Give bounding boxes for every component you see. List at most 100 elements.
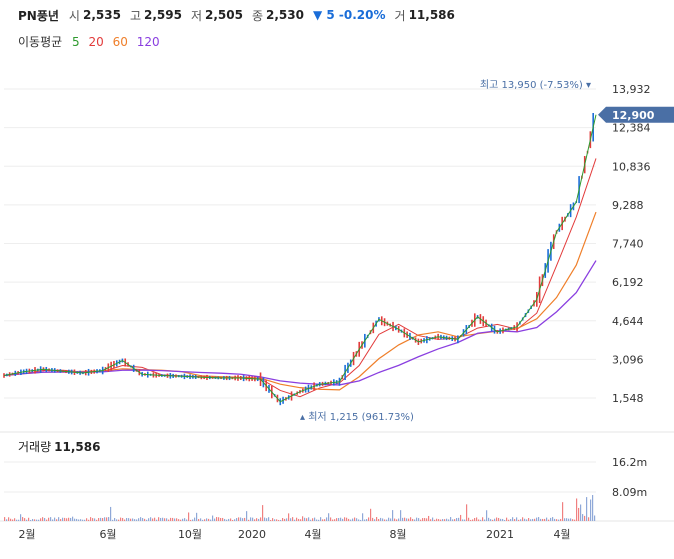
volume-bar [154,517,156,521]
ma-60[interactable]: 60 [112,35,128,49]
volume-bar [354,517,356,521]
volume-bar [6,519,8,521]
volume-bar [412,518,414,521]
volume-bar [380,517,382,521]
current-price-badge-shape [598,106,674,123]
volume-bar [520,519,522,521]
volume-bar [562,502,564,521]
volume-bar [324,519,326,521]
current-price-badge-label: 12,900 [612,109,655,122]
volume-bar [584,515,586,521]
volume-bar [338,518,340,521]
volume-bar [248,519,250,521]
volume-bar [152,518,154,521]
volume-bar [146,519,148,521]
volume-bar [306,518,308,521]
x-tick-label: 4월 [304,528,321,541]
volume-bar [560,518,562,521]
volume-bar [148,518,150,521]
volume-bar [522,517,524,521]
volume-bar [370,508,372,521]
volume-bar [564,518,566,521]
volume-bar [472,519,474,521]
volume-bar [334,519,336,521]
volume-bar [484,519,486,521]
volume-bar [490,519,492,521]
volume-bar [342,518,344,521]
volume-bar [124,519,126,521]
volume-bar [106,517,108,521]
y-tick-label: 7,740 [612,238,644,251]
volume-bar [358,519,360,521]
ma-120[interactable]: 120 [136,35,160,49]
volume-bar [96,519,98,521]
volume-bar [62,517,64,521]
volume-bar [256,518,258,521]
volume-bar [20,514,22,521]
volume-bar [32,518,34,521]
volume-bar [332,519,334,521]
volume-bar [480,519,482,521]
volume-bar [204,519,206,521]
volume-bar [464,519,466,521]
volume-bar [276,519,278,521]
volume-bar [202,519,204,521]
volume-panel-label: 거래량 11,586 [18,438,100,455]
ma120-line [3,260,597,386]
volume-bar [432,517,434,521]
volume-bar [66,518,68,521]
volume-bar [250,517,252,521]
volume-bar [58,517,60,521]
volume-bar [128,518,130,521]
volume-bar [234,519,236,521]
ma-20[interactable]: 20 [88,35,104,49]
volume-bar [70,517,72,521]
volume-bar [548,519,550,521]
volume-bar [376,517,378,521]
ma-5[interactable]: 5 [72,35,80,49]
ma20-line [3,158,597,398]
ma5-line [3,114,597,403]
volume-bar [526,519,528,521]
high-value: 2,595 [143,8,182,22]
volume-bar [170,517,172,521]
ma60-line [3,211,597,391]
volume-bar [168,519,170,521]
volume-bar [570,518,572,521]
volume-bar [462,519,464,521]
volume-bar [120,517,122,521]
volume-bar [594,515,596,521]
volume-bar [180,519,182,521]
volume-bar [388,517,390,521]
volume-bar [174,518,176,521]
x-tick-label: 2020 [238,528,266,541]
volume-bar [220,517,222,521]
volume-bar [452,519,454,521]
max-price-annotation: 최고 13,950 (-7.53%) ▾ [480,79,591,91]
volume-bar [206,518,208,521]
volume-bar [294,519,296,521]
x-tick-label: 2월 [18,528,35,541]
volume-bar [64,517,66,521]
volume-bar [296,517,298,521]
volume-panel-title: 거래량 [18,440,52,454]
volume-bar [530,519,532,521]
volume-bar [476,517,478,521]
volume-bar [244,517,246,521]
volume-bar [40,518,42,521]
volume-bar [4,517,6,521]
moving-average-legend: 이동평균 5 20 60 120 [18,33,165,50]
volume-bar [178,519,180,521]
volume-bar [394,518,396,521]
volume-bar [326,517,328,521]
volume-bar [506,517,508,521]
volume-bar [308,517,310,521]
volume-bar [502,518,504,521]
volume-bar [458,517,460,521]
volume-bar [320,517,322,521]
volume-bar [254,519,256,521]
volume-bar [104,517,106,521]
volume-bar [268,517,270,521]
volume-bar [176,518,178,521]
